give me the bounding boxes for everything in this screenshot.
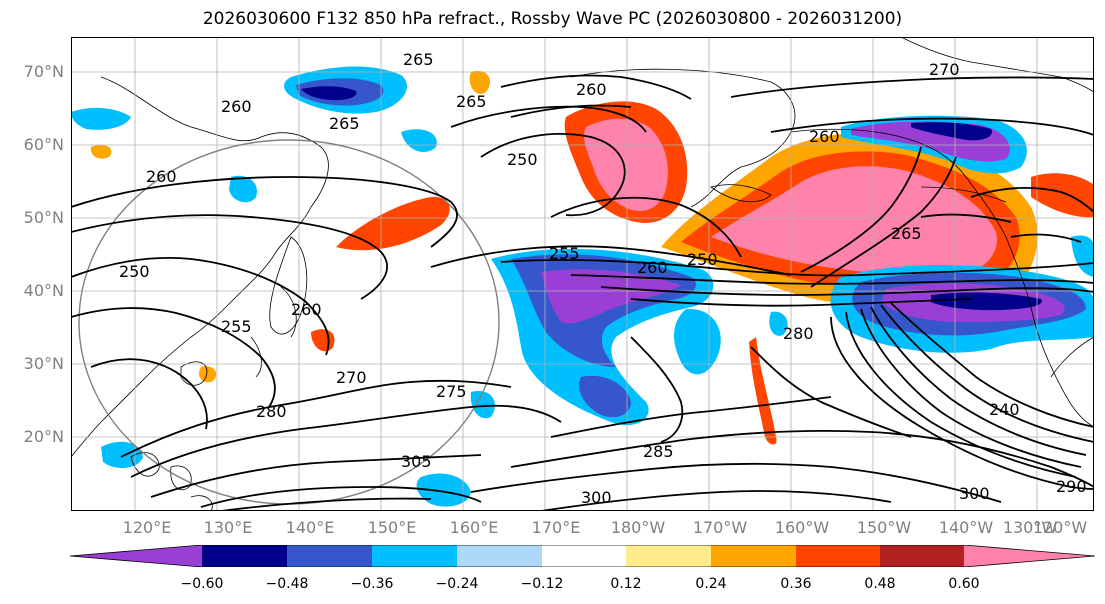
contour-label: 265 bbox=[403, 50, 434, 69]
contour-label: 255 bbox=[221, 317, 252, 336]
lon-label-170e: 170°E bbox=[531, 518, 581, 537]
lon-label-120w: 120°W bbox=[1032, 518, 1088, 537]
contour-label: 270 bbox=[336, 368, 367, 387]
contour-label: 260 bbox=[637, 258, 668, 277]
contour-label: 260 bbox=[291, 300, 322, 319]
contour-label: 250 bbox=[507, 150, 538, 169]
lon-label-160w: 160°W bbox=[774, 518, 830, 537]
lat-label-60n: 60°N bbox=[23, 135, 64, 154]
lat-label-30n: 30°N bbox=[23, 354, 64, 373]
lon-label-120e: 120°E bbox=[122, 518, 172, 537]
lon-label-150e: 150°E bbox=[367, 518, 417, 537]
colorbar-extend-min bbox=[70, 545, 202, 567]
lat-label-50n: 50°N bbox=[23, 208, 64, 227]
colorbar-bin bbox=[202, 545, 287, 567]
coastlines bbox=[71, 37, 1094, 511]
contour-label: 250 bbox=[119, 262, 150, 281]
contour-label: 260 bbox=[146, 167, 177, 186]
colorbar-tick: −0.12 bbox=[520, 576, 564, 592]
colorbar-bin bbox=[542, 545, 626, 567]
contour-label: 300 bbox=[581, 488, 612, 507]
contour-label: 260 bbox=[221, 97, 252, 116]
lon-label-160e: 160°E bbox=[449, 518, 499, 537]
lon-label-170w: 170°W bbox=[692, 518, 748, 537]
graticule bbox=[71, 37, 1094, 511]
contour-label: 275 bbox=[436, 382, 467, 401]
negative-anomaly-fields bbox=[71, 66, 1094, 507]
contour-label: 300 bbox=[959, 484, 990, 503]
contour-label: 250 bbox=[687, 250, 718, 269]
map-canvas: 265 270 260 265 265 260 250 255 260 250 … bbox=[71, 37, 1094, 511]
colorbar-tick: 0.12 bbox=[610, 576, 642, 592]
colorbar-bin bbox=[880, 545, 964, 567]
contour-label: 255 bbox=[549, 244, 580, 263]
refractivity-contours bbox=[71, 74, 1094, 511]
contour-label: 260 bbox=[809, 127, 840, 146]
lon-label-150w: 150°W bbox=[856, 518, 912, 537]
lon-label-130e: 130°E bbox=[203, 518, 253, 537]
contour-labels: 265 270 260 265 265 260 250 255 260 250 … bbox=[119, 50, 1087, 507]
map-title: 2026030600 F132 850 hPa refract., Rossby… bbox=[202, 9, 903, 29]
lon-label-140w: 140°W bbox=[938, 518, 994, 537]
colorbar bbox=[69, 544, 1096, 568]
contour-label: 285 bbox=[643, 442, 674, 461]
contour-label: 240 bbox=[989, 400, 1020, 419]
colorbar-tick: −0.24 bbox=[435, 576, 479, 592]
lon-label-130w: 130°W bbox=[1002, 518, 1058, 537]
colorbar-bin bbox=[796, 545, 880, 567]
colorbar-bin bbox=[457, 545, 542, 567]
contour-label: 265 bbox=[891, 224, 922, 243]
contour-label: 290 bbox=[1056, 477, 1087, 496]
contour-label: 280 bbox=[783, 324, 814, 343]
contour-label: 280 bbox=[256, 402, 287, 421]
colorbar-bin bbox=[711, 545, 796, 567]
lon-label-140e: 140°E bbox=[285, 518, 335, 537]
lon-label-180w: 180°W bbox=[610, 518, 666, 537]
colorbar-tick: −0.36 bbox=[350, 576, 394, 592]
lat-label-20n: 20°N bbox=[23, 427, 64, 446]
lat-label-70n: 70°N bbox=[23, 62, 64, 81]
colorbar-tick: 0.48 bbox=[864, 576, 896, 592]
colorbar-tick: 0.24 bbox=[695, 576, 727, 592]
colorbar-bin bbox=[287, 545, 372, 567]
lat-label-40n: 40°N bbox=[23, 281, 64, 300]
colorbar-tick: 0.60 bbox=[948, 576, 980, 592]
contour-label: 265 bbox=[456, 92, 487, 111]
colorbar-tick: −0.48 bbox=[265, 576, 309, 592]
colorbar-bin bbox=[626, 545, 711, 567]
colorbar-bin bbox=[372, 545, 457, 567]
contour-label: 305 bbox=[401, 452, 432, 471]
colorbar-tick: 0.36 bbox=[780, 576, 812, 592]
contour-label: 260 bbox=[576, 80, 607, 99]
contour-label: 270 bbox=[929, 60, 960, 79]
map-panel: 265 270 260 265 265 260 250 255 260 250 … bbox=[71, 37, 1094, 511]
colorbar-extend-max bbox=[964, 545, 1095, 567]
contour-label: 265 bbox=[329, 114, 360, 133]
colorbar-tick: −0.60 bbox=[180, 576, 224, 592]
